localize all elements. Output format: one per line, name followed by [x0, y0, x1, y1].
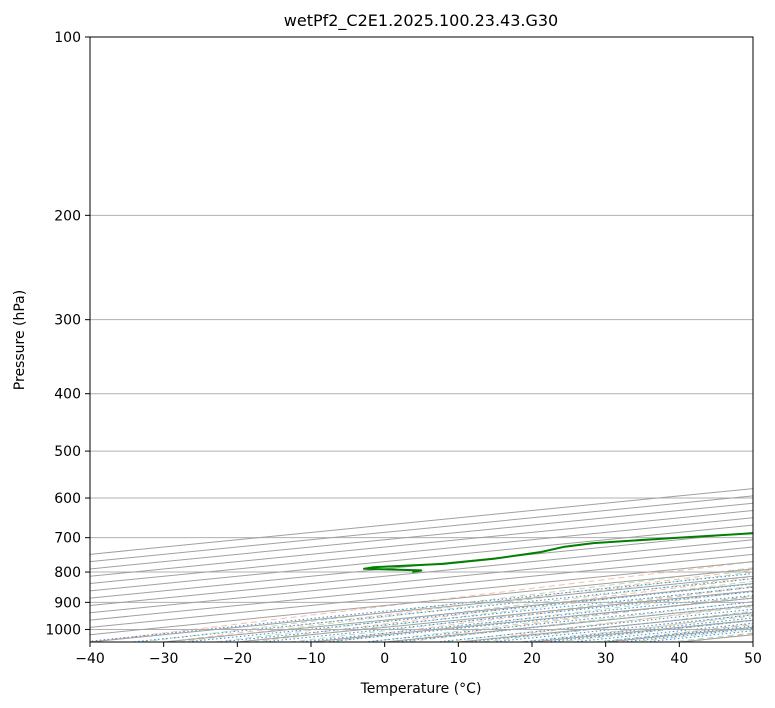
y-tick-label: 300 [54, 313, 81, 329]
dry-adiabat [385, 595, 753, 642]
chart-title: wetPf2_C2E1.2025.100.23.43.G30 [284, 11, 558, 31]
moist-adiabat [173, 571, 753, 642]
y-tick-label: 200 [54, 208, 81, 224]
isotherm [90, 488, 753, 555]
isotherm [237, 590, 753, 642]
y-axis-title: Pressure (hPa) [12, 290, 28, 390]
dry-adiabat [310, 586, 753, 642]
moist-adiabat [664, 632, 753, 642]
y-tick-label: 900 [54, 595, 81, 611]
axis-ticks: −40 −30 −20 −10 0 10 20 30 40 50 100 200 300 400 500 60… [45, 30, 762, 667]
moist-adiabat [552, 619, 753, 642]
mixing-ratio-line [594, 625, 753, 642]
profiles [363, 532, 753, 573]
isotherm [90, 509, 753, 577]
isotherm [90, 517, 753, 585]
dry-adiabat [460, 604, 753, 642]
isotherm [605, 626, 753, 642]
y-tick-label: 800 [54, 565, 81, 581]
dry-adiabat [750, 37, 775, 654]
plot-frame [89, 36, 754, 643]
mixing-ratio-line [541, 619, 753, 642]
x-tick-label: 10 [449, 651, 467, 667]
isotherm [90, 495, 753, 563]
x-tick-label: −20 [223, 651, 253, 667]
x-tick-label: −40 [75, 651, 105, 667]
moist-adiabat [514, 615, 753, 642]
isotherm [531, 619, 753, 642]
y-tick-label: 500 [54, 444, 81, 460]
dry-adiabat [674, 37, 775, 654]
x-tick-label: 20 [523, 651, 541, 667]
dewpoint-profile [363, 532, 753, 573]
x-axis-title: Temperature (°C) [360, 681, 482, 697]
x-tick-label: 50 [744, 651, 762, 667]
x-tick-label: 30 [597, 651, 615, 667]
isotherm [384, 604, 753, 642]
x-tick-label: 0 [380, 651, 389, 667]
isotherm [90, 539, 753, 606]
y-tick-label: 600 [54, 491, 81, 507]
dry-adiabat [684, 632, 753, 642]
isotherm [90, 524, 753, 592]
isotherm [458, 612, 753, 642]
isotherm [90, 531, 753, 599]
reference-lines [90, 37, 775, 654]
dry-adiabat [161, 569, 753, 642]
isotherm [90, 568, 753, 636]
x-tick-label: −10 [296, 651, 326, 667]
isotherm [752, 641, 753, 642]
y-tick-label: 1000 [45, 622, 81, 638]
isotherm [90, 502, 753, 570]
moist-adiabat [248, 580, 753, 642]
y-tick-label: 100 [54, 30, 81, 46]
isotherm [163, 583, 753, 642]
y-tick-label: 700 [54, 531, 81, 547]
moist-adiabat [438, 605, 753, 642]
x-tick-label: 40 [670, 651, 688, 667]
isotherm [679, 634, 753, 642]
moist-adiabat [361, 595, 753, 642]
x-tick-label: −30 [149, 651, 179, 667]
dry-adiabat [609, 623, 753, 642]
y-tick-label: 400 [54, 387, 81, 403]
